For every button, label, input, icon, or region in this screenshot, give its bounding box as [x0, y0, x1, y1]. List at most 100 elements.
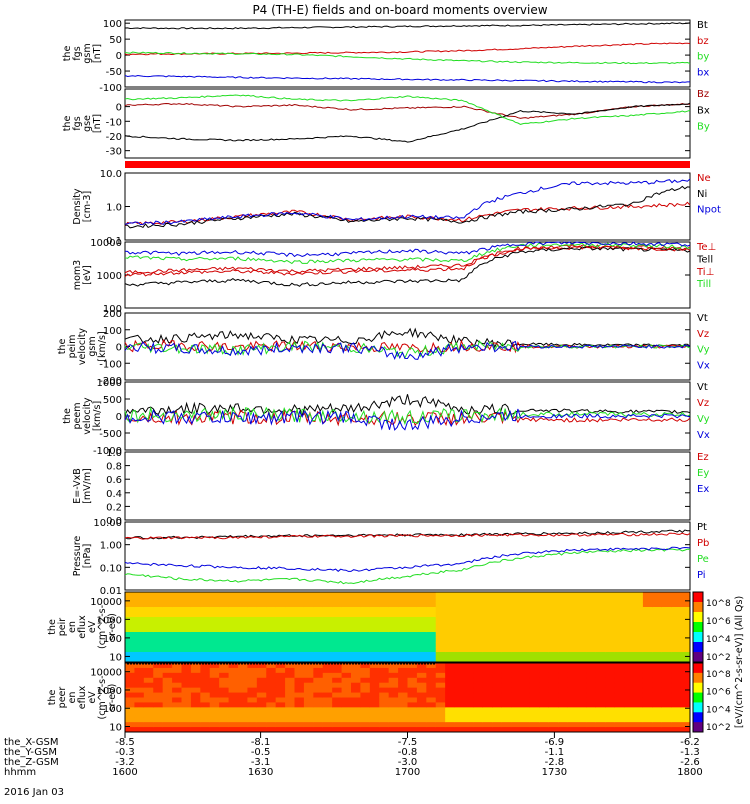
heatmap-cell [435, 602, 446, 608]
heatmap-cell [369, 617, 380, 623]
heatmap-cell [577, 677, 587, 684]
heatmap-cell [398, 682, 408, 689]
heatmap-cell [275, 607, 286, 613]
heatmap-cell [416, 617, 427, 623]
heatmap-cell [294, 687, 305, 694]
heatmap-cell [313, 697, 324, 703]
heatmap-cell [501, 677, 512, 684]
heatmap-cell [143, 622, 154, 628]
heatmap-cell [529, 627, 540, 633]
heatmap-cell [624, 612, 634, 618]
colorbar-swatch [693, 663, 703, 674]
heatmap-cell [605, 672, 616, 679]
heatmap-cell [520, 602, 531, 608]
heatmap-cell [303, 692, 314, 698]
heatmap-cell [661, 717, 672, 723]
heatmap-cell [529, 642, 540, 648]
heatmap-cell [162, 607, 173, 613]
heatmap-cell [247, 687, 258, 694]
footer-row-label: the_X-GSM [4, 737, 58, 748]
panel-frame [124, 19, 691, 88]
heatmap-cell [247, 702, 258, 708]
heatmap-cell [360, 637, 371, 643]
heatmap-cell [435, 702, 446, 708]
heatmap-cell [303, 597, 314, 603]
heatmap-cell [529, 622, 540, 628]
heatmap-cell [511, 672, 521, 679]
heatmap-cell [181, 592, 192, 598]
heatmap-cell [162, 612, 173, 618]
heatmap-cell [511, 622, 521, 628]
y-tick-label: 0 [116, 412, 122, 423]
heatmap-cell [605, 707, 616, 713]
heatmap-cell [492, 657, 503, 663]
heatmap-cell [238, 617, 248, 623]
heatmap-cell [558, 717, 569, 723]
heatmap-cell [379, 602, 390, 608]
heatmap-cell [228, 672, 239, 679]
heatmap-cell [303, 687, 314, 694]
heatmap-cell [416, 647, 427, 653]
heatmap-cell [595, 717, 606, 723]
heatmap-cell [529, 617, 540, 623]
heatmap-cell [209, 602, 220, 608]
heatmap-cell [407, 647, 418, 653]
heatmap-cell [322, 592, 333, 598]
heatmap-cell [200, 652, 211, 658]
heatmap-cell [247, 622, 258, 628]
heatmap-cell [614, 592, 625, 598]
heatmap-cell [228, 667, 239, 674]
heatmap-cell [360, 607, 371, 613]
legend-Bx: Bx [697, 105, 710, 116]
heatmap-cell [652, 677, 663, 684]
heatmap-cell [577, 672, 587, 679]
heatmap-cell [153, 637, 164, 643]
heatmap-cell [360, 712, 371, 718]
heatmap-cell [614, 602, 625, 608]
heatmap-cell [256, 627, 267, 633]
heatmap-cell [680, 632, 691, 638]
heatmap-cell [671, 707, 682, 713]
footer-value: 1630 [248, 767, 273, 778]
heatmap-cell [407, 722, 418, 728]
heatmap-cell [454, 667, 465, 674]
heatmap-cell [341, 657, 352, 663]
heatmap-cell [416, 702, 427, 708]
heatmap-cell [614, 652, 625, 658]
heatmap-cell [228, 632, 239, 638]
heatmap-cell [680, 647, 691, 653]
heatmap-cell [351, 617, 361, 623]
heatmap-cell [511, 617, 521, 623]
heatmap-cell [332, 717, 343, 723]
heatmap-cell [661, 652, 672, 658]
heatmap-cell [379, 647, 390, 653]
heatmap-cell [313, 597, 324, 603]
heatmap-cell [416, 602, 427, 608]
heatmap-cell [501, 632, 512, 638]
heatmap-cell [379, 667, 390, 674]
heatmap-cell [464, 632, 474, 638]
heatmap-cell [125, 657, 135, 663]
heatmap-cell [539, 612, 550, 618]
heatmap-cell [567, 637, 578, 643]
heatmap-cell [407, 637, 418, 643]
heatmap-cell [624, 717, 634, 723]
heatmap-cell [228, 607, 239, 613]
heatmap-cell [303, 647, 314, 653]
heatmap-cell [407, 727, 418, 733]
heatmap-cell [134, 682, 145, 689]
heatmap-cell [341, 727, 352, 733]
heatmap-cell [605, 702, 616, 708]
heatmap-cell [482, 597, 493, 603]
heatmap-cell [633, 592, 644, 598]
heatmap-cell [671, 702, 682, 708]
series-line-Pb [124, 532, 691, 540]
heatmap-cell [190, 602, 201, 608]
heatmap-cell [501, 722, 512, 728]
heatmap-cell [125, 727, 135, 733]
heatmap-cell [303, 663, 314, 669]
heatmap-cell [153, 632, 164, 638]
heatmap-cell [256, 612, 267, 618]
heatmap-cell [219, 647, 230, 653]
